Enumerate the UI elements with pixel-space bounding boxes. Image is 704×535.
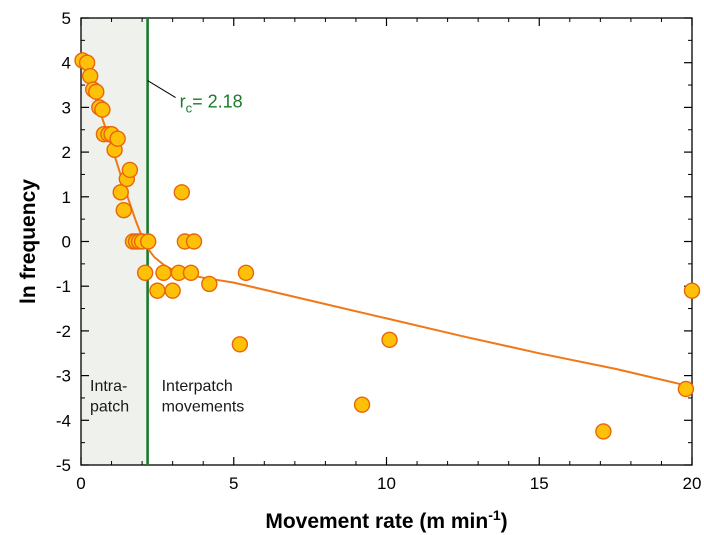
data-point xyxy=(237,264,255,281)
y-tick-label: 3 xyxy=(62,98,71,117)
threshold-label-pointer xyxy=(147,80,176,98)
data-point xyxy=(173,184,191,201)
data-point xyxy=(231,336,249,353)
y-tick-label: -3 xyxy=(56,367,71,386)
data-point xyxy=(201,275,218,293)
interpatch-label-line2: movements xyxy=(162,398,245,415)
x-tick-labels: 0 5 10 15 20 xyxy=(76,474,701,493)
data-point xyxy=(149,282,166,299)
x-tick-label: 10 xyxy=(377,474,396,493)
data-point xyxy=(88,83,105,100)
data-point xyxy=(112,184,129,201)
data-point xyxy=(595,423,612,440)
data-point xyxy=(182,264,200,281)
y-tick-label: 1 xyxy=(62,188,71,207)
x-axis-title: Movement rate (m min-1) xyxy=(265,507,507,533)
data-point xyxy=(81,67,99,85)
data-point xyxy=(109,130,126,147)
y-tick-label: -5 xyxy=(56,456,71,475)
data-point xyxy=(155,264,172,281)
data-point xyxy=(115,202,132,219)
intrapatch-label-line2: patch xyxy=(90,398,129,415)
data-point xyxy=(140,233,157,250)
intrapatch-label-line1: Intra- xyxy=(90,378,127,395)
data-point xyxy=(94,101,111,118)
y-tick-label: -1 xyxy=(56,277,71,296)
x-tick-label: 15 xyxy=(530,474,549,493)
data-point xyxy=(353,396,371,413)
y-tick-label: 0 xyxy=(62,233,71,252)
data-point xyxy=(136,264,154,281)
y-tick-label: 2 xyxy=(62,143,71,162)
threshold-label: rc= 2.18 xyxy=(180,91,243,115)
data-point xyxy=(677,380,695,398)
data-point xyxy=(683,282,701,299)
y-tick-label: -2 xyxy=(56,322,71,341)
data-point xyxy=(121,161,139,179)
y-tick-label: 5 xyxy=(62,9,71,28)
y-axis-title: ln frequency xyxy=(17,179,40,304)
data-points xyxy=(74,52,701,440)
x-tick-label: 0 xyxy=(76,474,85,493)
x-tick-label: 5 xyxy=(229,474,238,493)
y-tick-labels: 5 4 3 2 1 0 -1 -2 -3 -4 -5 xyxy=(56,9,71,475)
y-tick-label: -4 xyxy=(56,411,71,430)
interpatch-label-line1: Interpatch xyxy=(162,378,233,395)
data-point xyxy=(381,331,398,349)
data-point xyxy=(164,282,181,299)
data-point xyxy=(185,233,203,250)
y-tick-label: 4 xyxy=(62,54,71,73)
x-tick-label: 20 xyxy=(683,474,702,493)
data-point xyxy=(78,54,96,71)
